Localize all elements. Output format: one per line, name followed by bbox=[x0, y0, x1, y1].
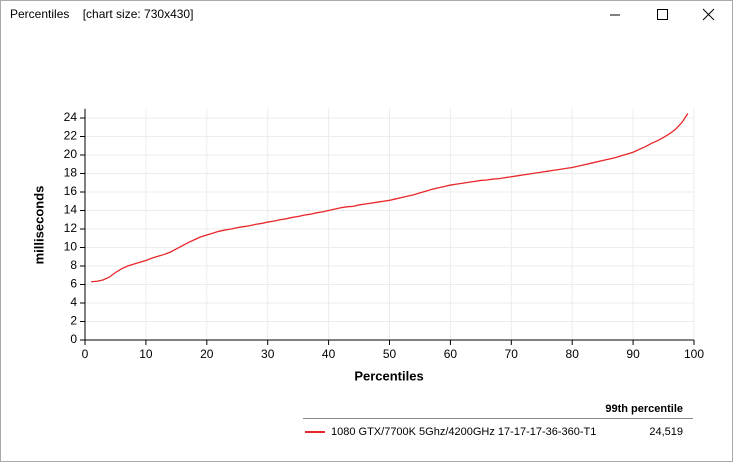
y-tick-label: 24 bbox=[64, 110, 78, 124]
y-tick-label: 6 bbox=[70, 277, 77, 291]
maximize-button[interactable] bbox=[657, 9, 668, 20]
x-tick-label: 50 bbox=[383, 347, 397, 361]
x-tick-label: 70 bbox=[505, 347, 519, 361]
x-tick-label: 30 bbox=[261, 347, 275, 361]
legend-value: 24,519 bbox=[649, 426, 683, 438]
series-line bbox=[91, 113, 689, 283]
x-axis-label: Percentiles bbox=[354, 368, 423, 383]
y-axis-label: milliseconds bbox=[31, 186, 46, 265]
y-tick-label: 0 bbox=[70, 332, 77, 346]
x-tick-label: 0 bbox=[82, 347, 89, 361]
window-title: Percentiles [chart size: 730x430] bbox=[10, 7, 193, 21]
y-tick-label: 12 bbox=[64, 221, 78, 235]
close-button[interactable] bbox=[702, 8, 715, 21]
y-tick-label: 4 bbox=[70, 295, 77, 309]
y-tick-label: 2 bbox=[70, 314, 77, 328]
y-tick-label: 10 bbox=[64, 240, 78, 254]
y-tick-label: 18 bbox=[64, 166, 78, 180]
y-tick-label: 20 bbox=[64, 147, 78, 161]
x-tick-label: 90 bbox=[626, 347, 640, 361]
legend-label: 1080 GTX/7700K 5Ghz/4200GHz 17-17-17-36-… bbox=[331, 426, 596, 438]
x-tick-label: 20 bbox=[200, 347, 214, 361]
x-tick-label: 40 bbox=[322, 347, 336, 361]
y-tick-label: 22 bbox=[64, 129, 78, 143]
y-tick-label: 8 bbox=[70, 258, 77, 272]
x-tick-label: 80 bbox=[566, 347, 580, 361]
legend-header: 99th percentile bbox=[605, 403, 683, 415]
x-tick-label: 100 bbox=[684, 347, 704, 361]
y-tick-label: 16 bbox=[64, 184, 78, 198]
x-tick-label: 60 bbox=[444, 347, 458, 361]
x-tick-label: 10 bbox=[139, 347, 153, 361]
y-tick-label: 14 bbox=[64, 203, 78, 217]
